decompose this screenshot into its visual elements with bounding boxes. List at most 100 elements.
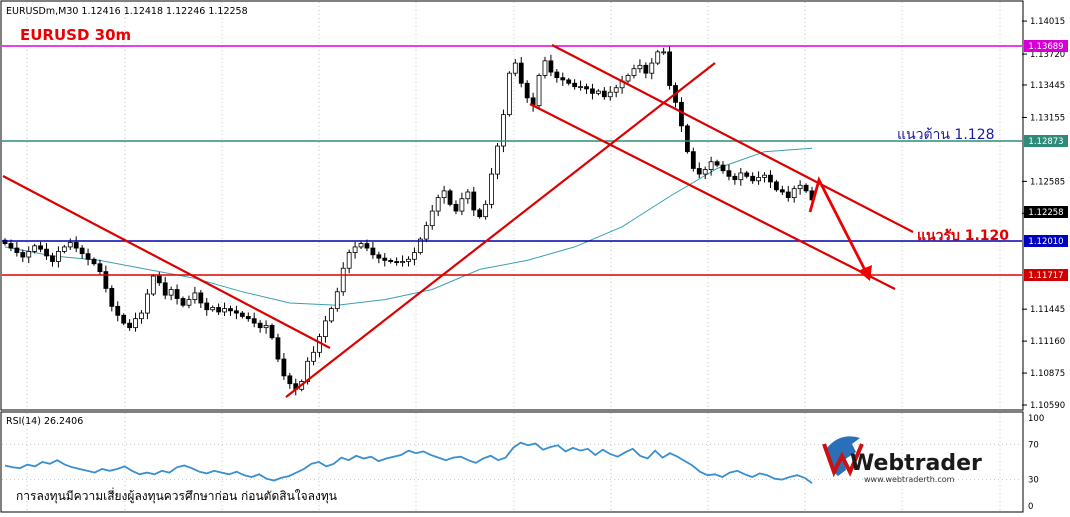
rsi-line xyxy=(4,441,813,484)
candle xyxy=(14,242,20,257)
candle xyxy=(726,164,732,181)
price-tag-blue: 1.12010 xyxy=(1024,235,1068,247)
candle xyxy=(251,312,257,328)
candle xyxy=(631,64,637,79)
candle xyxy=(121,313,127,326)
candle xyxy=(720,161,726,174)
rsi-grid-lines xyxy=(2,413,1022,511)
trendlines xyxy=(2,44,914,398)
price-tag-magenta: 1.13689 xyxy=(1024,40,1068,52)
candle xyxy=(234,305,239,320)
candle xyxy=(20,249,26,263)
candle xyxy=(400,255,405,267)
price-tick-label: 1.10590 xyxy=(1030,401,1065,411)
rsi-tick-label: 100 xyxy=(1028,414,1044,424)
candle xyxy=(2,238,8,246)
candle xyxy=(370,242,376,259)
logo-url: www.webtraderth.com xyxy=(864,475,955,484)
price-tick-label: 1.11445 xyxy=(1030,305,1065,315)
candle xyxy=(762,172,767,183)
candlestick-series xyxy=(2,45,815,396)
candle xyxy=(334,287,340,312)
candle xyxy=(38,241,44,253)
candle xyxy=(661,47,667,55)
candle xyxy=(394,257,400,266)
candle xyxy=(595,89,601,96)
candle xyxy=(417,237,423,255)
candle xyxy=(489,168,494,209)
candle xyxy=(245,312,251,322)
resistance-label: แนวต้าน 1.128 xyxy=(897,127,995,143)
candle xyxy=(738,167,744,186)
forecast-arrowhead xyxy=(858,265,872,281)
candle xyxy=(210,305,216,312)
rsi-axis: 100 70 30 0 xyxy=(1028,414,1044,512)
candle xyxy=(566,77,572,86)
price-tag-label: 1.11717 xyxy=(1028,271,1063,281)
moving-average-line xyxy=(4,147,813,306)
candle xyxy=(287,372,293,389)
candle xyxy=(524,80,530,103)
candle xyxy=(495,143,500,180)
candle xyxy=(797,180,803,195)
candle xyxy=(441,185,447,204)
candle xyxy=(162,276,168,300)
candle xyxy=(32,243,38,254)
candle xyxy=(554,69,560,83)
disclaimer: การลงทุนมีความเสี่ยงผู้ลงทุนควรศึกษาก่อน… xyxy=(16,487,337,504)
candle xyxy=(518,57,524,88)
candle xyxy=(667,45,672,90)
price-tag-teal: 1.12873 xyxy=(1024,135,1068,147)
candle xyxy=(744,170,750,179)
candle xyxy=(459,192,465,216)
candle xyxy=(352,241,358,259)
chart-header: EURUSDm,M30 1.12416 1.12418 1.12246 1.12… xyxy=(6,6,248,17)
price-tick-label: 1.13720 xyxy=(1030,50,1065,60)
candle xyxy=(127,319,133,331)
candle xyxy=(269,323,275,340)
price-tag-label: 1.12010 xyxy=(1028,237,1063,247)
candle xyxy=(483,200,489,220)
candle xyxy=(601,87,607,100)
candle xyxy=(311,346,316,366)
rsi-tick-label: 0 xyxy=(1028,502,1033,512)
candle xyxy=(228,305,233,316)
forecast-arrow xyxy=(808,176,870,277)
candle xyxy=(239,311,245,319)
candle xyxy=(423,221,429,243)
price-tag-label: 1.12873 xyxy=(1028,137,1063,147)
candle xyxy=(696,162,702,179)
price-tick-label: 1.13155 xyxy=(1030,113,1065,123)
candle xyxy=(198,289,204,309)
candle xyxy=(477,207,483,219)
webtrader-logo: Webtrader www.webtraderth.com xyxy=(822,436,982,484)
candle xyxy=(61,244,67,254)
candle xyxy=(275,333,281,363)
candle xyxy=(412,247,417,266)
candle xyxy=(406,256,411,267)
candle xyxy=(115,301,121,322)
candle xyxy=(222,302,227,316)
price-tag-label: 1.12258 xyxy=(1028,208,1063,218)
candle xyxy=(465,188,471,204)
candle xyxy=(471,186,477,216)
candle xyxy=(637,59,643,73)
candle xyxy=(684,123,690,154)
candle xyxy=(358,241,364,249)
candle xyxy=(73,236,79,253)
candle xyxy=(512,59,518,77)
candle xyxy=(216,303,222,315)
candle xyxy=(702,166,708,180)
candle xyxy=(572,79,578,90)
candle xyxy=(584,83,589,94)
candle xyxy=(388,258,394,264)
candle xyxy=(655,49,661,66)
candle xyxy=(50,252,55,267)
candle xyxy=(429,205,435,230)
candle xyxy=(174,284,180,305)
candle xyxy=(133,312,138,332)
candle xyxy=(773,179,779,192)
candle xyxy=(803,183,809,193)
candle xyxy=(643,62,649,79)
candle xyxy=(340,262,346,296)
